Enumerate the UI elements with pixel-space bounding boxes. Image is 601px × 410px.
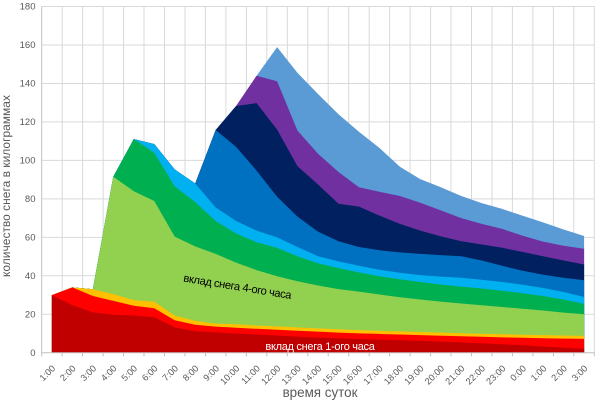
svg-text:время суток: время суток (283, 385, 358, 400)
svg-text:0: 0 (30, 348, 35, 359)
svg-text:40: 40 (25, 271, 36, 282)
svg-text:80: 80 (25, 194, 36, 205)
svg-text:120: 120 (20, 117, 36, 128)
svg-text:количество снега в килограммах: количество снега в килограммах (0, 95, 13, 277)
svg-text:160: 160 (20, 40, 36, 51)
svg-text:140: 140 (20, 79, 36, 90)
svg-text:вклад снега 1-ого часа: вклад снега 1-ого часа (265, 341, 375, 353)
svg-text:180: 180 (20, 2, 36, 13)
svg-text:100: 100 (20, 156, 36, 167)
svg-text:20: 20 (25, 310, 36, 321)
svg-text:60: 60 (25, 233, 36, 244)
